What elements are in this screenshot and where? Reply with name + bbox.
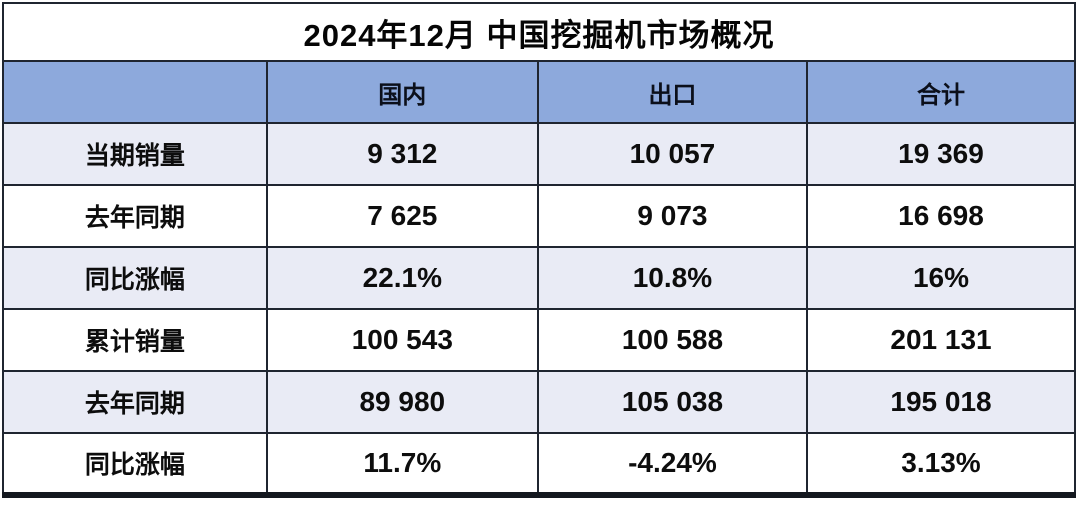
- col-header-export: 出口: [536, 60, 808, 124]
- row-cumulative-sales: 累计销量 100 543 100 588 201 131: [2, 308, 1077, 372]
- excavator-market-table: 2024年12月 中国挖掘机市场概况 国内 出口 合计 当期销量 9 312 1…: [2, 2, 1077, 498]
- row-last-year-same-period: 去年同期 7 625 9 073 16 698: [2, 184, 1077, 248]
- row-label: 当期销量: [2, 122, 268, 186]
- cell-domestic: 22.1%: [265, 246, 539, 310]
- row-label: 累计销量: [2, 308, 268, 372]
- cell-export: -4.24%: [536, 432, 808, 496]
- cell-total: 195 018: [805, 370, 1077, 434]
- cell-export: 9 073: [536, 184, 808, 248]
- col-header-total: 合计: [805, 60, 1077, 124]
- cell-total: 201 131: [805, 308, 1077, 372]
- col-header-blank: [2, 60, 268, 124]
- cell-total: 16%: [805, 246, 1077, 310]
- row-label: 同比涨幅: [2, 432, 268, 496]
- row-label: 去年同期: [2, 184, 268, 248]
- column-header-row: 国内 出口 合计: [2, 60, 1077, 124]
- row-cumulative-last-year: 去年同期 89 980 105 038 195 018: [2, 370, 1077, 434]
- cell-domestic: 11.7%: [265, 432, 539, 496]
- row-cumulative-yoy-change: 同比涨幅 11.7% -4.24% 3.13%: [2, 432, 1077, 496]
- cell-export: 10 057: [536, 122, 808, 186]
- cell-domestic: 100 543: [265, 308, 539, 372]
- cell-domestic: 89 980: [265, 370, 539, 434]
- row-label: 去年同期: [2, 370, 268, 434]
- row-current-sales: 当期销量 9 312 10 057 19 369: [2, 122, 1077, 186]
- title-row: 2024年12月 中国挖掘机市场概况: [2, 2, 1076, 62]
- cell-total: 16 698: [805, 184, 1077, 248]
- cell-export: 100 588: [536, 308, 808, 372]
- row-label: 同比涨幅: [2, 246, 268, 310]
- col-header-domestic: 国内: [265, 60, 539, 124]
- cell-total: 19 369: [805, 122, 1077, 186]
- cell-export: 105 038: [536, 370, 808, 434]
- row-yoy-change: 同比涨幅 22.1% 10.8% 16%: [2, 246, 1077, 310]
- cell-total: 3.13%: [805, 432, 1077, 496]
- table-title: 2024年12月 中国挖掘机市场概况: [2, 2, 1076, 62]
- cell-export: 10.8%: [536, 246, 808, 310]
- cell-domestic: 7 625: [265, 184, 539, 248]
- cell-domestic: 9 312: [265, 122, 539, 186]
